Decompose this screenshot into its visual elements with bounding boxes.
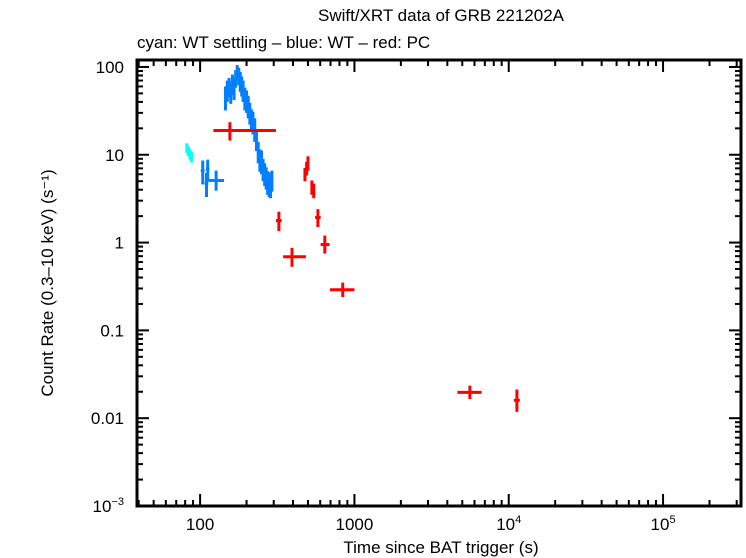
y-tick-label: 100: [96, 58, 124, 77]
series-pc: [213, 122, 520, 412]
data-layer: [185, 65, 520, 412]
data-point: [255, 130, 259, 152]
data-point: [213, 122, 276, 141]
data-point: [270, 170, 274, 192]
x-tick-label: 104: [496, 514, 521, 534]
plot-frame: [135, 58, 743, 508]
data-point: [306, 156, 310, 171]
y-tick-exponent: −3: [111, 496, 124, 508]
data-point: [205, 159, 210, 182]
data-point: [275, 211, 282, 232]
data-point: [320, 235, 330, 254]
x-tick-exponent: 4: [515, 514, 521, 526]
x-tick-label: 100: [186, 515, 214, 534]
data-point: [315, 209, 321, 228]
data-point: [208, 170, 225, 191]
y-axis-label: Count Rate (0.3–10 keV) (s⁻¹): [38, 169, 57, 396]
series-wt: [200, 65, 274, 199]
data-point: [200, 160, 205, 185]
x-tick-exponent: 5: [669, 514, 675, 526]
x-axis-label: Time since BAT trigger (s): [343, 538, 538, 557]
chart-subtitle: cyan: WT settling – blue: WT – red: PC: [137, 33, 430, 52]
y-tick-label: 0.01: [91, 409, 124, 428]
data-point: [312, 183, 316, 199]
data-point: [513, 389, 520, 412]
data-point: [190, 151, 194, 163]
y-tick-label: 1: [115, 234, 124, 253]
data-point: [330, 282, 355, 297]
y-tick-label: 0.1: [100, 321, 124, 340]
data-point: [283, 247, 306, 267]
x-tick-label: 105: [651, 514, 676, 534]
y-tick-label: 10−3: [93, 496, 124, 516]
series-wt-settling: [185, 143, 194, 163]
y-tick-label: 10: [105, 146, 124, 165]
axes-layer: 100 1000 104 105 100 10 1 0.1 0.01 10−3: [91, 58, 743, 534]
data-point: [457, 385, 482, 400]
x-tick-label: 1000: [336, 515, 374, 534]
chart-title: Swift/XRT data of GRB 221202A: [318, 6, 565, 25]
